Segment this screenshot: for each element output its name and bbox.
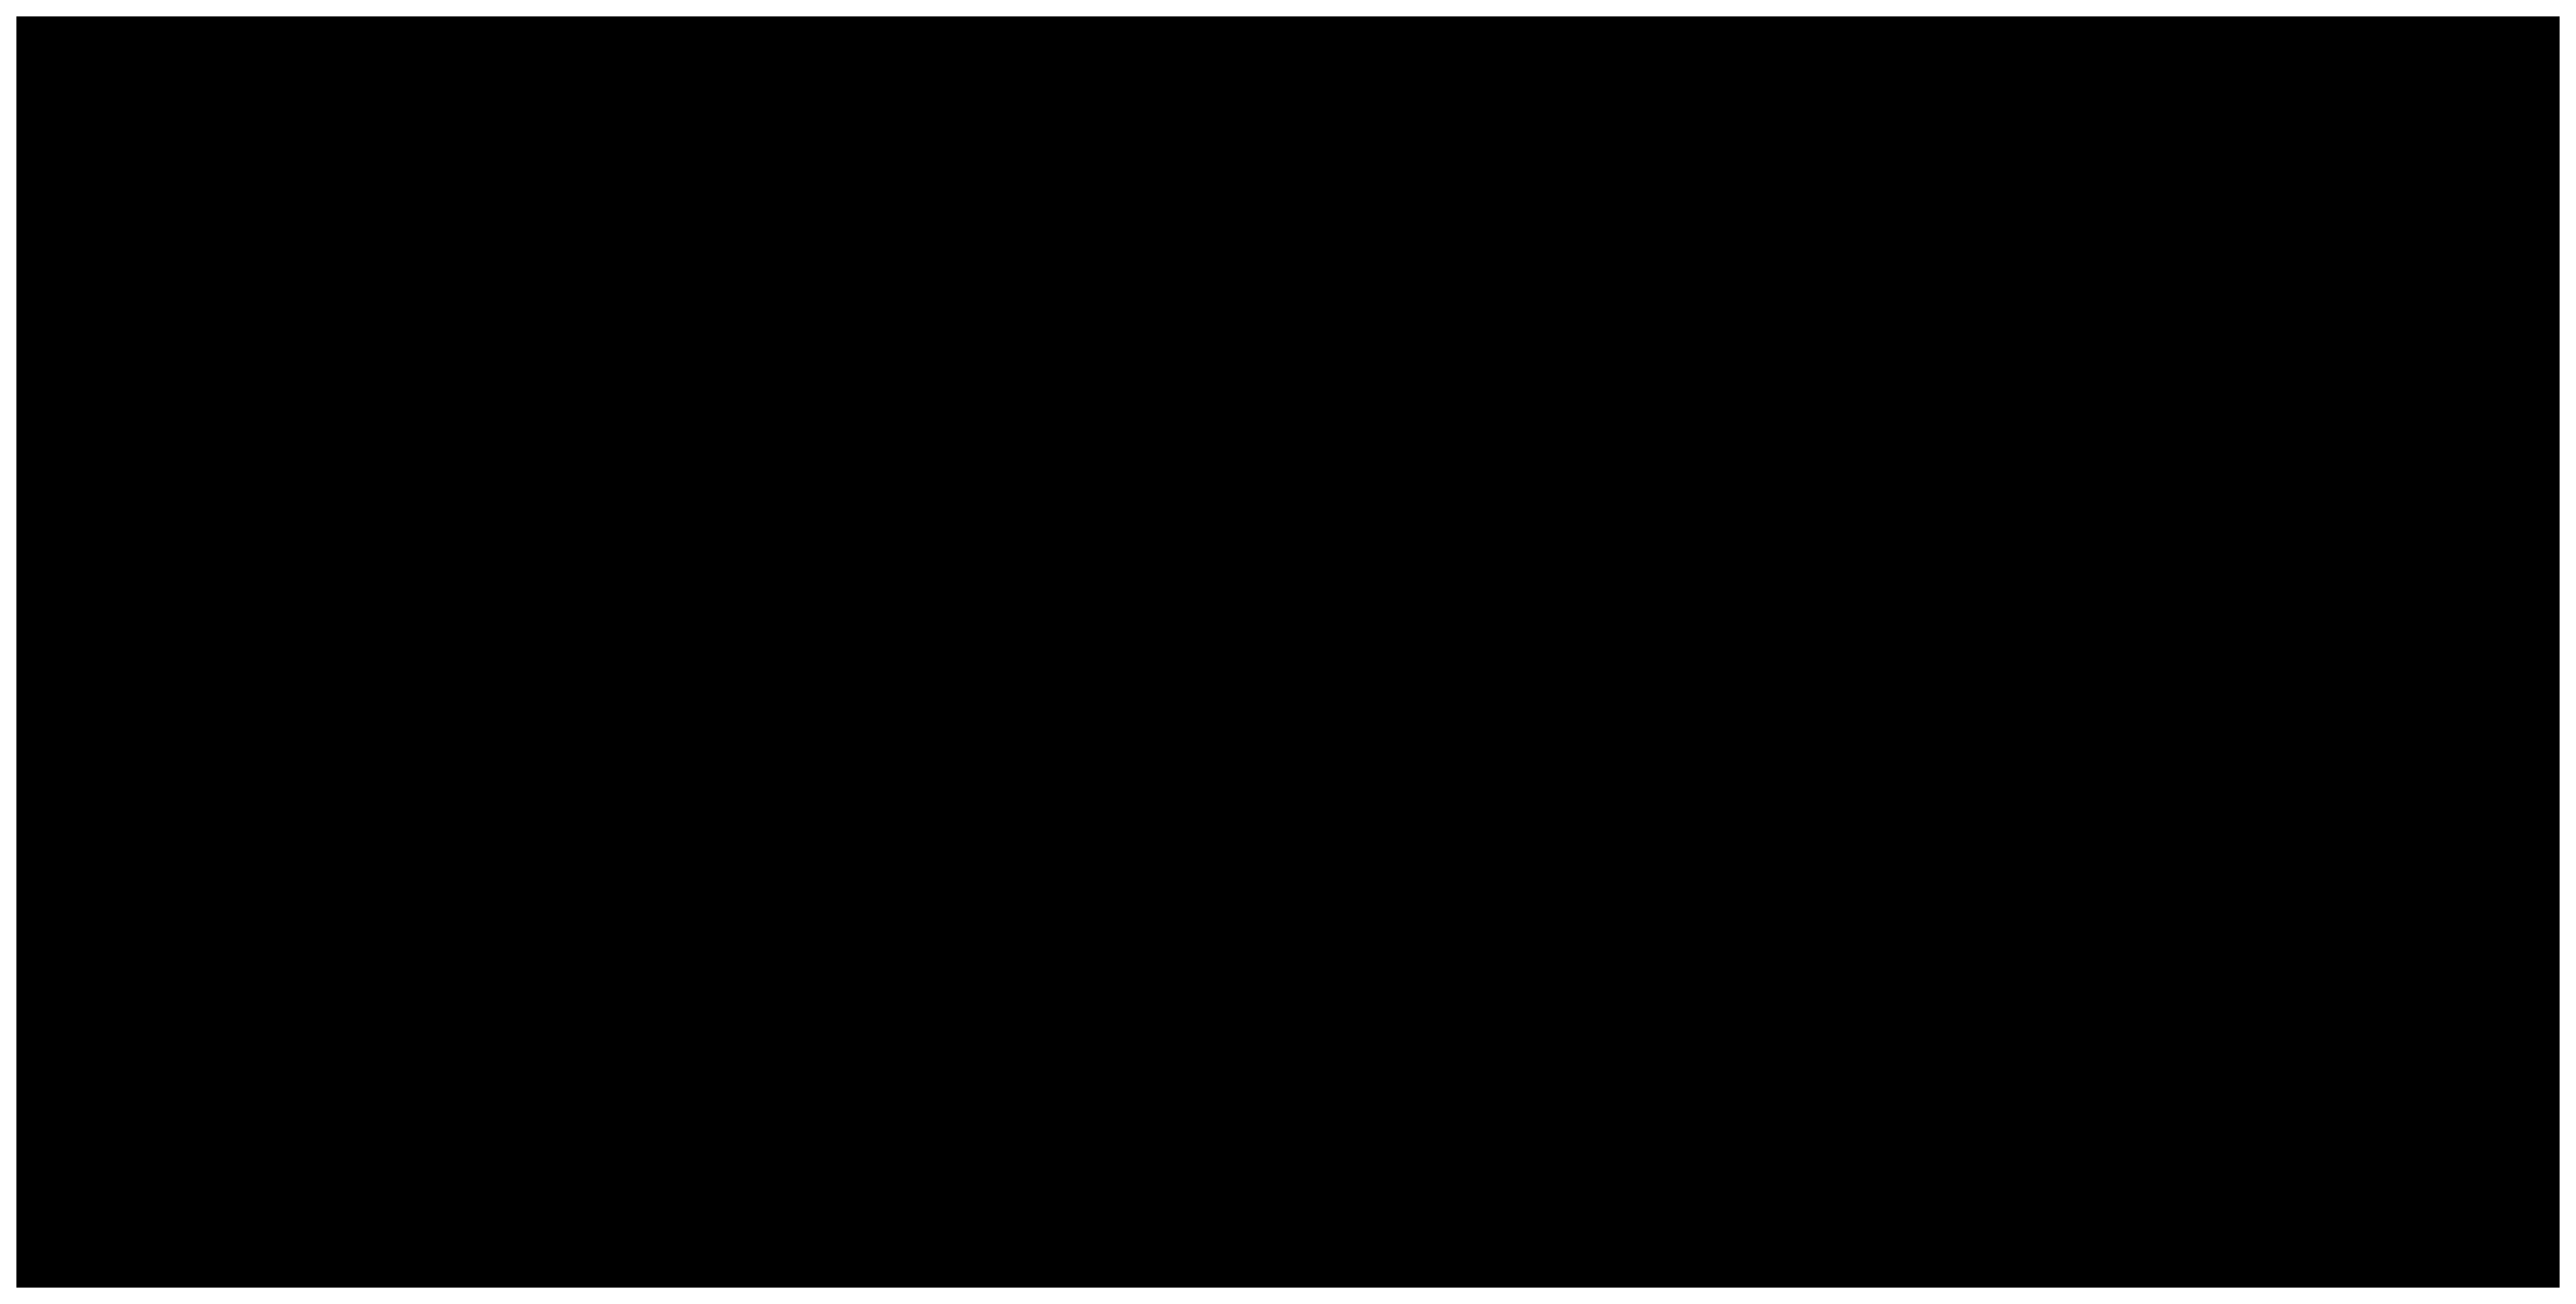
word-cloud-canvas [16,16,2560,1288]
word-cloud [16,16,2560,1288]
